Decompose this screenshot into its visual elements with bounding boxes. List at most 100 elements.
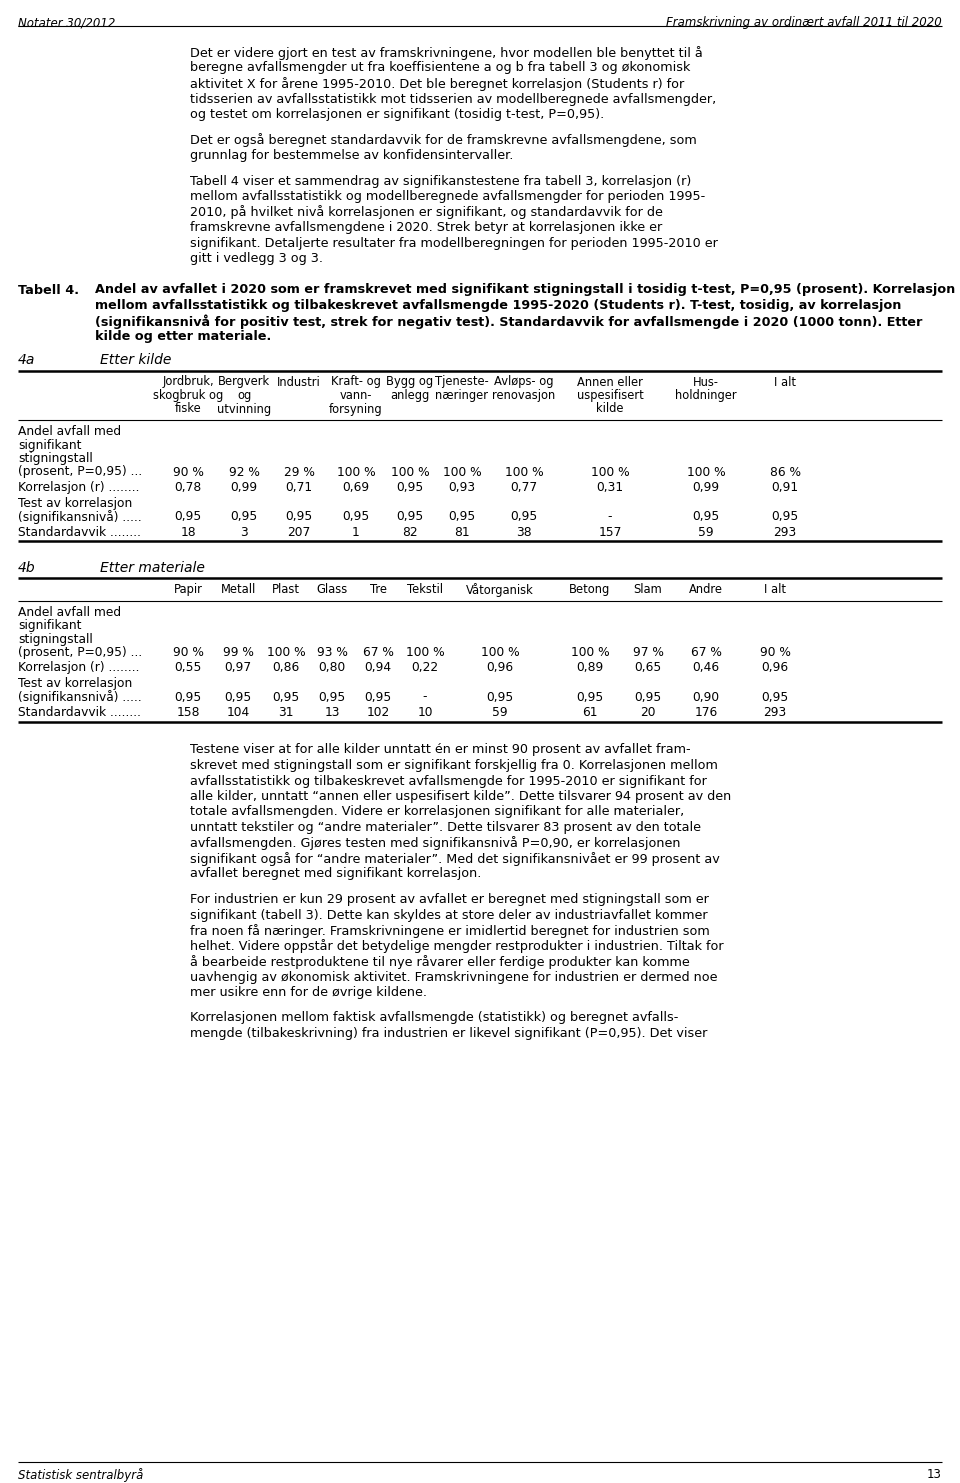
Text: 0,95: 0,95 bbox=[772, 510, 799, 523]
Text: 0,89: 0,89 bbox=[576, 661, 604, 675]
Text: og testet om korrelasjonen er signifikant (tosidig t-test, P=0,95).: og testet om korrelasjonen er signifikan… bbox=[190, 108, 604, 122]
Text: 4a: 4a bbox=[18, 353, 36, 368]
Text: 0,95: 0,95 bbox=[319, 691, 346, 703]
Text: Testene viser at for alle kilder unntatt én er minst 90 prosent av avfallet fram: Testene viser at for alle kilder unntatt… bbox=[190, 743, 690, 756]
Text: 0,95: 0,95 bbox=[396, 510, 423, 523]
Text: Korrelasjonen mellom faktisk avfallsmengde (statistikk) og beregnet avfalls-: Korrelasjonen mellom faktisk avfallsmeng… bbox=[190, 1011, 679, 1025]
Text: Tre: Tre bbox=[370, 583, 387, 596]
Text: Våtorganisk: Våtorganisk bbox=[467, 583, 534, 598]
Text: 0,69: 0,69 bbox=[343, 480, 370, 494]
Text: Andel avfall med: Andel avfall med bbox=[18, 426, 121, 437]
Text: tidsserien av avfallsstatistikk mot tidsserien av modellberegnede avfallsmengder: tidsserien av avfallsstatistikk mot tids… bbox=[190, 92, 716, 105]
Text: signifikant. Detaljerte resultater fra modellberegningen for perioden 1995-2010 : signifikant. Detaljerte resultater fra m… bbox=[190, 236, 718, 249]
Text: 0,95: 0,95 bbox=[576, 691, 604, 703]
Text: 104: 104 bbox=[227, 706, 250, 719]
Text: 61: 61 bbox=[583, 706, 598, 719]
Text: og: og bbox=[237, 389, 252, 402]
Text: 0,95: 0,95 bbox=[230, 510, 257, 523]
Text: signifikant: signifikant bbox=[18, 439, 82, 451]
Text: (prosent, P=0,95) ...: (prosent, P=0,95) ... bbox=[18, 466, 142, 479]
Text: 100 %: 100 % bbox=[481, 647, 519, 658]
Text: 100 %: 100 % bbox=[391, 466, 429, 479]
Text: Tjeneste-: Tjeneste- bbox=[435, 375, 489, 389]
Text: For industrien er kun 29 prosent av avfallet er beregnet med stigningstall som e: For industrien er kun 29 prosent av avfa… bbox=[190, 893, 708, 906]
Text: Korrelasjon (r) ........: Korrelasjon (r) ........ bbox=[18, 661, 139, 675]
Text: stigningstall: stigningstall bbox=[18, 633, 93, 645]
Text: 0,95: 0,95 bbox=[448, 510, 475, 523]
Text: Industri: Industri bbox=[277, 375, 321, 389]
Text: avfallsstatistikk og tilbakeskrevet avfallsmengde for 1995-2010 er signifikant f: avfallsstatistikk og tilbakeskrevet avfa… bbox=[190, 774, 707, 787]
Text: 157: 157 bbox=[598, 525, 622, 538]
Text: 0,93: 0,93 bbox=[448, 480, 475, 494]
Text: 293: 293 bbox=[763, 706, 786, 719]
Text: I alt: I alt bbox=[764, 583, 786, 596]
Text: 18: 18 bbox=[180, 525, 196, 538]
Text: 99 %: 99 % bbox=[223, 647, 253, 658]
Text: Kraft- og: Kraft- og bbox=[331, 375, 381, 389]
Text: mellom avfallsstatistikk og modellberegnede avfallsmengder for perioden 1995-: mellom avfallsstatistikk og modellberegn… bbox=[190, 190, 706, 203]
Text: grunnlag for bestemmelse av konfidensintervaller.: grunnlag for bestemmelse av konfidensint… bbox=[190, 148, 514, 162]
Text: 90 %: 90 % bbox=[173, 466, 204, 479]
Text: 100 %: 100 % bbox=[267, 647, 305, 658]
Text: 0,95: 0,95 bbox=[692, 510, 720, 523]
Text: 100 %: 100 % bbox=[443, 466, 481, 479]
Text: kilde: kilde bbox=[596, 402, 624, 415]
Text: fra noen få næringer. Framskrivningene er imidlertid beregnet for industrien som: fra noen få næringer. Framskrivningene e… bbox=[190, 924, 709, 937]
Text: 0,95: 0,95 bbox=[285, 510, 313, 523]
Text: skogbruk og: skogbruk og bbox=[153, 389, 223, 402]
Text: 0,95: 0,95 bbox=[635, 691, 661, 703]
Text: 0,95: 0,95 bbox=[343, 510, 370, 523]
Text: Andel av avfallet i 2020 som er framskrevet med signifikant stigningstall i tosi: Andel av avfallet i 2020 som er framskre… bbox=[95, 283, 955, 297]
Text: 0,78: 0,78 bbox=[175, 480, 202, 494]
Text: 0,95: 0,95 bbox=[487, 691, 514, 703]
Text: uspesifisert: uspesifisert bbox=[577, 389, 643, 402]
Text: forsyning: forsyning bbox=[329, 402, 383, 415]
Text: Test av korrelasjon: Test av korrelasjon bbox=[18, 678, 132, 690]
Text: Tekstil: Tekstil bbox=[407, 583, 443, 596]
Text: kilde og etter materiale.: kilde og etter materiale. bbox=[95, 331, 272, 343]
Text: 0,95: 0,95 bbox=[761, 691, 788, 703]
Text: næringer: næringer bbox=[436, 389, 489, 402]
Text: helhet. Videre oppstår det betydelige mengder restprodukter i industrien. Tiltak: helhet. Videre oppstår det betydelige me… bbox=[190, 940, 724, 954]
Text: 0,99: 0,99 bbox=[692, 480, 720, 494]
Text: beregne avfallsmengder ut fra koeffisientene a og b fra tabell 3 og økonomisk: beregne avfallsmengder ut fra koeffisien… bbox=[190, 61, 690, 74]
Text: 81: 81 bbox=[454, 525, 469, 538]
Text: 100 %: 100 % bbox=[570, 647, 610, 658]
Text: 1: 1 bbox=[352, 525, 360, 538]
Text: I alt: I alt bbox=[774, 375, 796, 389]
Text: mer usikre enn for de øvrige kildene.: mer usikre enn for de øvrige kildene. bbox=[190, 986, 427, 1000]
Text: 0,95: 0,95 bbox=[273, 691, 300, 703]
Text: Korrelasjon (r) ........: Korrelasjon (r) ........ bbox=[18, 480, 139, 494]
Text: 100 %: 100 % bbox=[505, 466, 543, 479]
Text: 0,46: 0,46 bbox=[692, 661, 720, 675]
Text: Papir: Papir bbox=[174, 583, 203, 596]
Text: 4b: 4b bbox=[18, 561, 36, 575]
Text: (signifikansnivå) .....: (signifikansnivå) ..... bbox=[18, 510, 142, 523]
Text: Tabell 4.: Tabell 4. bbox=[18, 283, 79, 297]
Text: 100 %: 100 % bbox=[406, 647, 444, 658]
Text: stigningstall: stigningstall bbox=[18, 452, 93, 466]
Text: 0,95: 0,95 bbox=[175, 691, 202, 703]
Text: Jordbruk,: Jordbruk, bbox=[162, 375, 214, 389]
Text: 31: 31 bbox=[278, 706, 294, 719]
Text: signifikant også for “andre materialer”. Med det signifikansnivået er 99 prosent: signifikant også for “andre materialer”.… bbox=[190, 853, 720, 866]
Text: renovasjon: renovasjon bbox=[492, 389, 556, 402]
Text: 59: 59 bbox=[492, 706, 508, 719]
Text: 207: 207 bbox=[287, 525, 311, 538]
Text: 0,97: 0,97 bbox=[225, 661, 252, 675]
Text: 0,77: 0,77 bbox=[511, 480, 538, 494]
Text: 0,31: 0,31 bbox=[596, 480, 624, 494]
Text: uavhengig av økonomisk aktivitet. Framskrivningene for industrien er dermed noe: uavhengig av økonomisk aktivitet. Framsk… bbox=[190, 970, 717, 983]
Text: 0,55: 0,55 bbox=[175, 661, 202, 675]
Text: utvinning: utvinning bbox=[217, 402, 271, 415]
Text: (signifikansnivå) .....: (signifikansnivå) ..... bbox=[18, 691, 142, 704]
Text: 20: 20 bbox=[640, 706, 656, 719]
Text: 100 %: 100 % bbox=[686, 466, 726, 479]
Text: 0,99: 0,99 bbox=[230, 480, 257, 494]
Text: 67 %: 67 % bbox=[690, 647, 721, 658]
Text: mengde (tilbakeskrivning) fra industrien er likevel signifikant (P=0,95). Det vi: mengde (tilbakeskrivning) fra industrien… bbox=[190, 1028, 708, 1040]
Text: Annen eller: Annen eller bbox=[577, 375, 643, 389]
Text: 293: 293 bbox=[774, 525, 797, 538]
Text: 13: 13 bbox=[927, 1468, 942, 1482]
Text: 90 %: 90 % bbox=[759, 647, 790, 658]
